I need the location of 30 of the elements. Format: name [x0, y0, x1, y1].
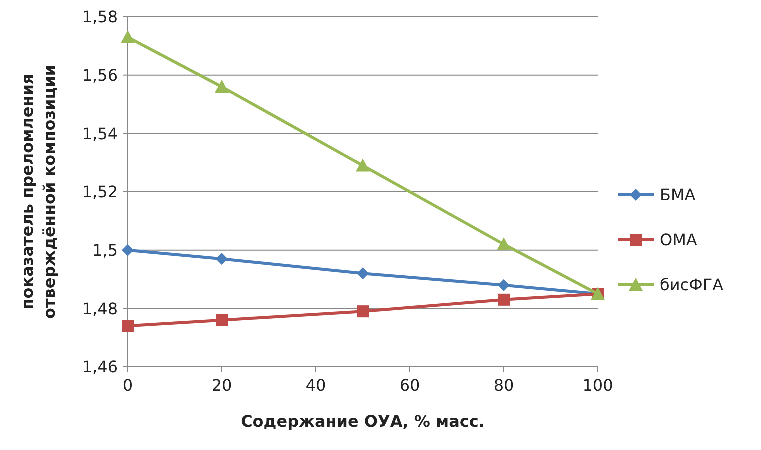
point — [122, 244, 134, 256]
legend-label: бисФГА — [660, 276, 724, 295]
x-axis-title: Содержание ОУА, % масс. — [241, 412, 485, 431]
point — [498, 279, 510, 292]
x-tick-label: 100 — [582, 376, 614, 395]
x-tick-label: 60 — [400, 376, 420, 395]
x-tick-label: 0 — [122, 376, 134, 395]
point — [215, 80, 229, 93]
legend-label: БМА — [660, 186, 696, 205]
y-tick-label: 1,46 — [82, 358, 118, 377]
y-tick-label: 1,52 — [82, 182, 118, 202]
y-tick-label: 1,54 — [82, 124, 118, 144]
y-tick-label: 1,48 — [82, 299, 118, 318]
y-tick-label: 1,5 — [92, 240, 118, 260]
point — [356, 158, 370, 172]
point — [216, 253, 228, 266]
point — [357, 268, 369, 280]
point — [357, 306, 369, 318]
point — [121, 30, 135, 44]
legend-label: ОМА — [660, 230, 698, 250]
x-tick-label: 80 — [494, 376, 514, 395]
point — [498, 294, 510, 306]
point — [122, 320, 134, 332]
point — [216, 314, 228, 326]
y-tick-label: 1,56 — [82, 66, 118, 85]
x-tick-label: 40 — [306, 376, 326, 395]
x-tick-label: 20 — [212, 376, 232, 395]
y-axis-title: показатель преломления отверждённой композиции — [18, 64, 59, 320]
point — [497, 238, 511, 250]
y-tick-label: 1,58 — [82, 8, 118, 27]
